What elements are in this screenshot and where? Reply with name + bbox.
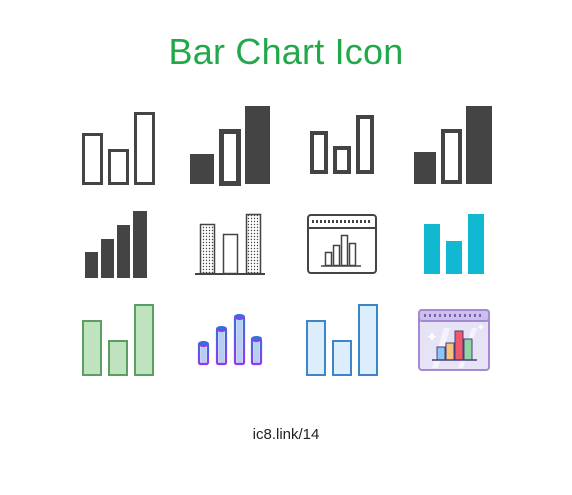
bar-chart-window-icon: [307, 214, 377, 274]
bar-chart-green-icon: [82, 304, 154, 376]
bar-chart-light-blue-icon: [306, 304, 378, 376]
bar-chart-mixed-fill-icon: [190, 106, 270, 186]
bar-chart-window-color-icon: [418, 309, 490, 371]
bar-chart-mixed-fill-alt-icon: [414, 106, 492, 184]
bar-chart-outline-icon: [82, 112, 155, 185]
bar-chart-3d-gradient-icon: [197, 314, 263, 366]
footer-link[interactable]: ic8.link/14: [252, 426, 320, 443]
page-title: Bar Chart Icon: [168, 31, 404, 72]
bar-chart-cyan-icon: [424, 214, 484, 274]
bar-chart-bold-outline-icon: [310, 115, 374, 174]
bar-chart-solid-icon: [85, 211, 147, 278]
bar-chart-dotted-icon: [195, 213, 265, 275]
